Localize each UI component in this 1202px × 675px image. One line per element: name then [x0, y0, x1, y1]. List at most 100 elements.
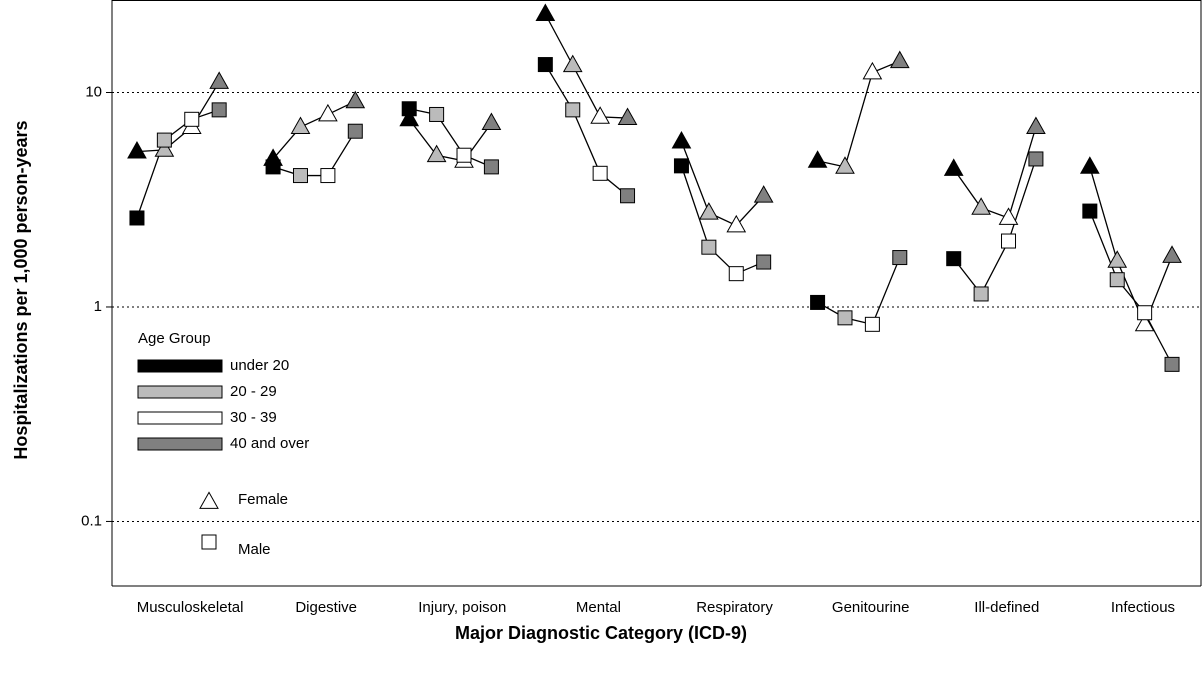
connector-line: [272, 100, 356, 160]
x-tick-label: Musculoskeletal: [137, 599, 244, 616]
square-marker: [129, 210, 145, 226]
square-marker: [320, 168, 336, 184]
legend-label: Male: [238, 541, 271, 558]
x-tick-label: Respiratory: [696, 599, 773, 616]
square-marker: [537, 57, 553, 73]
connector-line: [1089, 166, 1173, 327]
y-tick-label: 10: [85, 83, 102, 100]
triangle-marker: [399, 108, 420, 127]
triangle-marker: [1162, 245, 1182, 263]
legend-swatch: [137, 437, 223, 451]
square-marker: [1082, 203, 1098, 219]
connector-line: [544, 64, 628, 197]
legend-marker: [199, 491, 219, 509]
triangle-marker: [1079, 156, 1100, 174]
triangle-marker: [209, 71, 230, 89]
square-marker: [973, 286, 989, 302]
x-tick-label: Digestive: [295, 599, 357, 616]
square-marker: [292, 168, 308, 184]
triangle-marker: [590, 106, 610, 124]
connector-line: [136, 109, 220, 219]
triangle-marker: [671, 131, 692, 149]
triangle-marker: [535, 3, 556, 22]
legend-swatch: [137, 359, 223, 373]
triangle-marker: [862, 61, 883, 80]
connector-line: [953, 158, 1037, 296]
square-marker: [592, 165, 608, 181]
x-axis-label: Major Diagnostic Category (ICD-9): [455, 623, 747, 643]
square-marker: [837, 310, 853, 326]
triangle-marker: [835, 156, 855, 174]
square-marker: [701, 239, 717, 255]
square-marker: [1109, 272, 1125, 288]
connector-line: [408, 118, 492, 162]
triangle-marker: [1026, 116, 1046, 134]
triangle-marker: [481, 112, 502, 131]
triangle-marker: [154, 139, 175, 157]
square-marker: [456, 147, 472, 163]
square-marker: [810, 294, 826, 310]
triangle-marker: [1107, 250, 1128, 268]
square-marker: [892, 250, 908, 266]
triangle-marker: [998, 207, 1019, 225]
square-marker: [1028, 151, 1044, 167]
square-marker: [483, 159, 499, 175]
triangle-marker: [318, 103, 338, 122]
connector-line: [272, 130, 356, 177]
square-marker: [864, 316, 880, 332]
connector-line: [680, 165, 764, 275]
square-marker: [211, 102, 227, 118]
triangle-marker: [726, 214, 747, 233]
y-tick-label: 1: [94, 298, 102, 315]
connector-line: [817, 60, 901, 168]
connector-line: [817, 257, 901, 326]
triangle-marker: [971, 197, 991, 215]
connector-line: [136, 81, 220, 153]
square-marker: [756, 254, 772, 270]
y-tick-label: 0.1: [81, 512, 102, 529]
legend-label: 40 and over: [230, 435, 309, 452]
square-marker: [347, 123, 363, 139]
square-marker: [673, 158, 689, 174]
square-marker: [265, 159, 281, 175]
square-marker: [728, 266, 744, 282]
square-marker: [565, 102, 581, 118]
legend-label: 30 - 39: [230, 409, 277, 426]
triangle-marker: [345, 90, 366, 109]
triangle-marker: [426, 144, 447, 163]
x-tick-label: Injury, poison: [418, 599, 506, 616]
legend-swatch: [137, 385, 223, 399]
x-tick-label: Mental: [576, 599, 621, 616]
triangle-marker: [127, 141, 147, 159]
square-marker: [1164, 356, 1180, 372]
square-marker: [429, 106, 445, 122]
legend-label: 20 - 29: [230, 383, 277, 400]
connector-line: [1089, 210, 1173, 365]
square-marker: [1137, 305, 1153, 321]
x-tick-label: Infectious: [1111, 599, 1175, 616]
triangle-marker: [290, 116, 311, 134]
triangle-marker: [943, 158, 964, 176]
square-marker: [401, 101, 417, 117]
triangle-marker: [889, 50, 910, 69]
triangle-marker: [562, 54, 583, 73]
square-marker: [1001, 233, 1017, 249]
triangle-marker: [807, 150, 828, 168]
legend-label: under 20: [230, 357, 289, 374]
legend-swatch: [137, 411, 223, 425]
triangle-marker: [699, 202, 719, 220]
legend-label: Female: [238, 491, 288, 508]
square-marker: [620, 188, 636, 204]
connector-line: [409, 108, 492, 168]
triangle-marker: [753, 185, 774, 203]
legend-marker: [201, 534, 217, 550]
connector-line: [544, 13, 628, 119]
square-marker: [156, 132, 172, 148]
triangle-marker: [1134, 313, 1155, 332]
triangle-marker: [617, 107, 638, 125]
legend-title: Age Group: [138, 330, 211, 347]
connector-line: [680, 141, 765, 227]
y-axis-label: Hospitalizations per 1,000 person-years: [11, 120, 31, 459]
x-tick-label: Ill-defined: [974, 599, 1039, 616]
connector-line: [953, 126, 1037, 219]
